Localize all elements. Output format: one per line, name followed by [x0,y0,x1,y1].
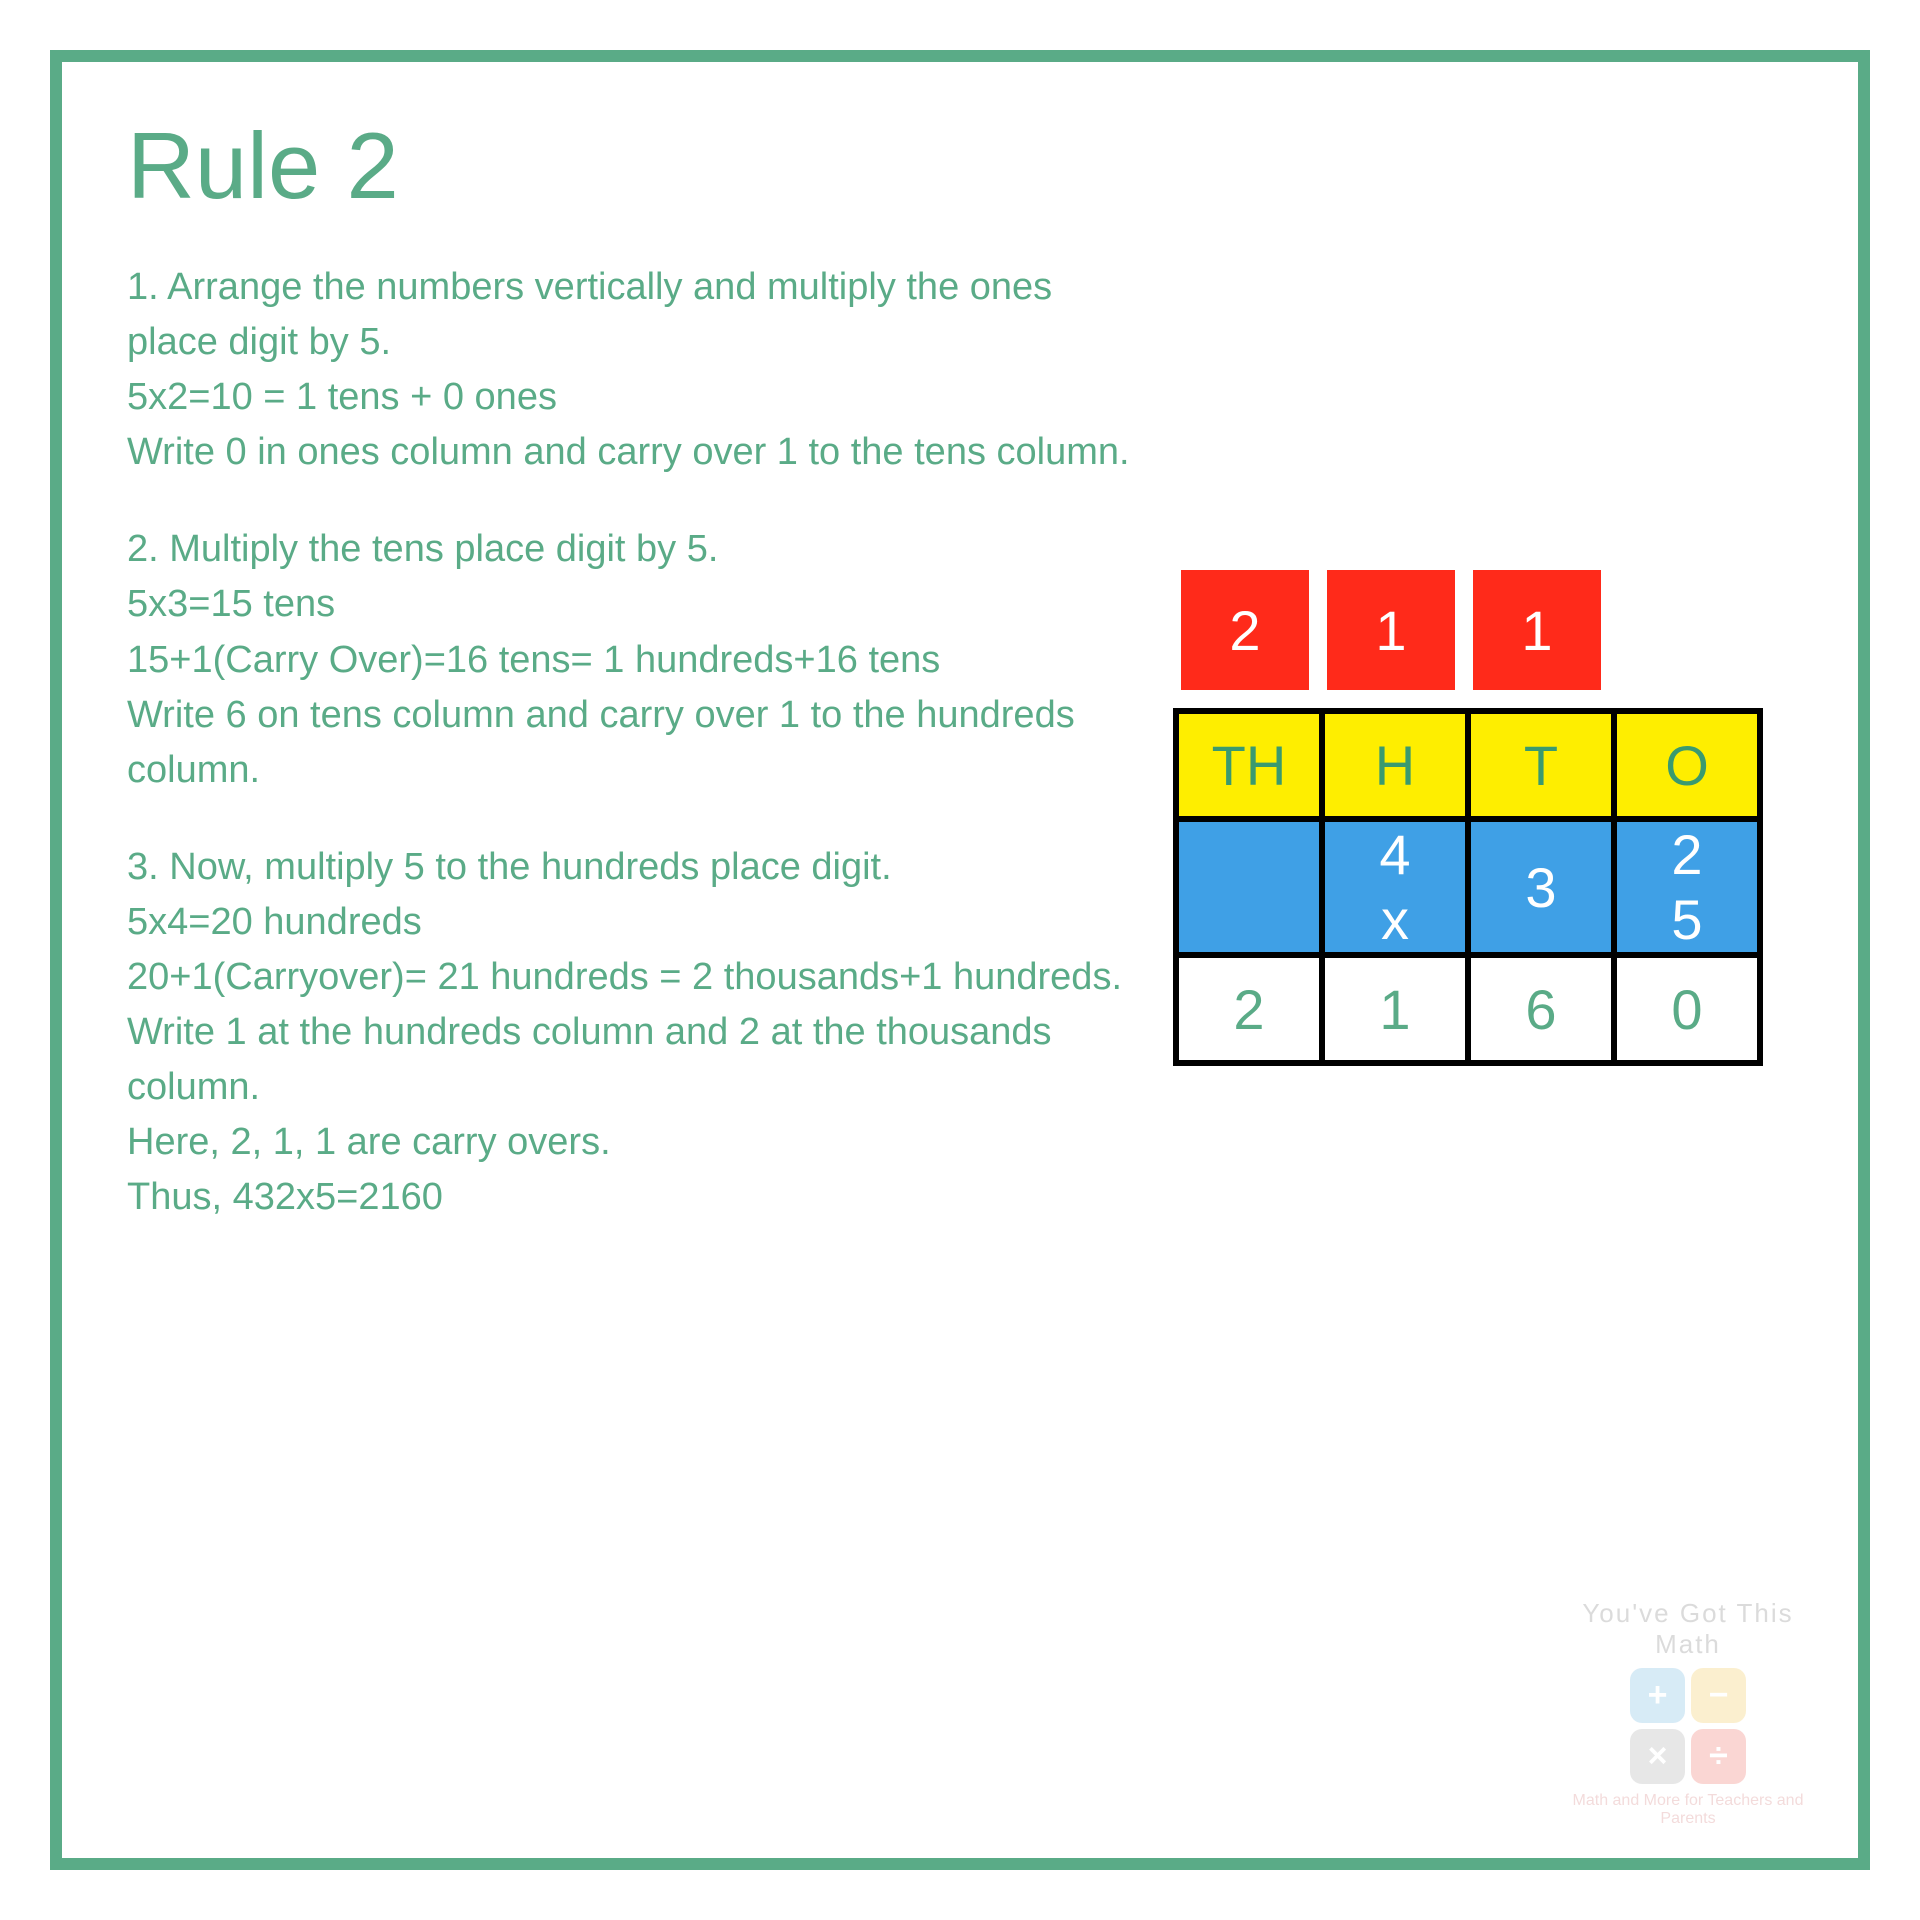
plus-icon: + [1630,1668,1685,1723]
step-3: 3. Now, multiply 5 to the hundreds place… [127,840,1133,1226]
result-o: 0 [1614,955,1760,1063]
cell-h: 4 x [1322,819,1468,955]
carry-row: 2 1 1 [1181,570,1793,690]
multiplication-grid: TH H T O 4 x [1173,708,1763,1066]
logo-title: You've Got This Math [1558,1598,1818,1660]
header-th: TH [1176,711,1322,819]
result-th: 2 [1176,955,1322,1063]
times-icon: × [1630,1729,1685,1784]
carry-th: 2 [1181,570,1309,690]
minus-icon: − [1691,1668,1746,1723]
place-value-diagram: 2 1 1 TH H T O [1153,260,1793,1066]
step-2: 2. Multiply the tens place digit by 5. 5… [127,522,1133,797]
carry-h: 1 [1327,570,1455,690]
watermark-logo: You've Got This Math + − × ÷ Math and Mo… [1558,1598,1818,1828]
step-1: 1. Arrange the numbers vertically and mu… [127,260,1133,480]
header-h: H [1322,711,1468,819]
divide-icon: ÷ [1691,1729,1746,1784]
carry-t: 1 [1473,570,1601,690]
result-h: 1 [1322,955,1468,1063]
page-title: Rule 2 [127,112,1793,220]
cell-th [1176,819,1322,955]
result-t: 6 [1468,955,1614,1063]
header-o: O [1614,711,1760,819]
logo-icons: + − × ÷ [1630,1668,1746,1784]
logo-tagline: Math and More for Teachers and Parents [1558,1792,1818,1828]
cell-t: 3 [1468,819,1614,955]
steps-text: 1. Arrange the numbers vertically and mu… [127,260,1153,1226]
cell-o: 2 5 [1614,819,1760,955]
header-t: T [1468,711,1614,819]
